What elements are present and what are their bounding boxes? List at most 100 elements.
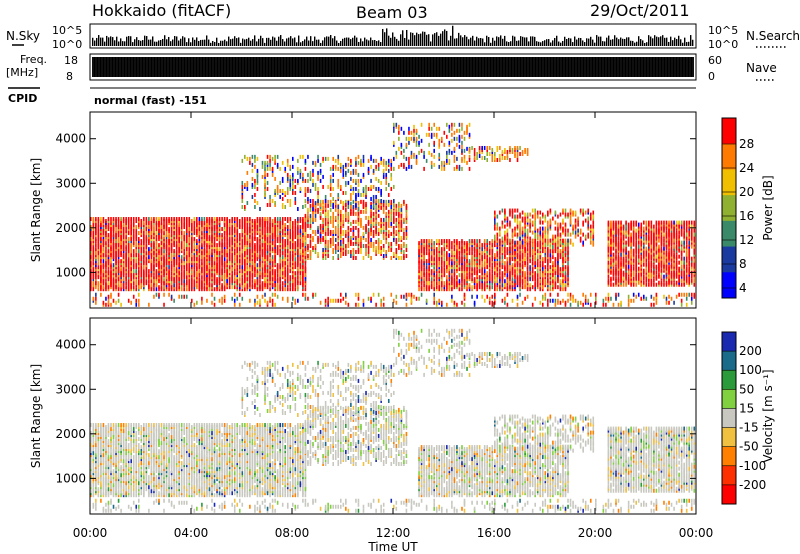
nsky-bar [420, 33, 422, 46]
power-cell [337, 231, 340, 236]
power-cell [191, 255, 193, 260]
power-cell [332, 156, 334, 161]
power-cell [347, 200, 350, 205]
power-cell [264, 265, 266, 270]
power-cell [307, 217, 309, 222]
power-cell [238, 255, 241, 260]
power-cell [102, 273, 105, 278]
nsky-bar [276, 40, 278, 46]
power-cell [451, 277, 453, 282]
power-cell [486, 243, 489, 248]
nsky-bar [594, 42, 596, 46]
power-cell [180, 279, 183, 284]
power-cell [519, 259, 521, 264]
power-cell [375, 166, 377, 171]
power-cell [491, 241, 494, 246]
power-cell [350, 241, 352, 246]
power-cell [148, 221, 150, 226]
power-cell [90, 255, 92, 260]
power-cell [514, 251, 516, 256]
power-cell [307, 154, 309, 159]
nsky-bar [650, 36, 652, 46]
power-cell [281, 287, 284, 292]
power-cell [456, 269, 458, 274]
nsky-bar [480, 37, 482, 46]
power-cell [339, 251, 342, 256]
power-cell [155, 271, 158, 276]
power-cell [251, 182, 254, 187]
power-cell [120, 225, 122, 230]
power-cell [97, 239, 100, 244]
power-cell [256, 257, 259, 262]
power-cell [155, 283, 158, 288]
power-cell [261, 273, 264, 278]
power-cell [178, 241, 180, 246]
power-cell [395, 207, 398, 212]
power-cell [486, 273, 489, 278]
power-cell [143, 243, 145, 248]
power-cell [180, 231, 183, 236]
power-cell [211, 251, 213, 256]
power-cell [254, 247, 256, 252]
power-cell [254, 263, 256, 268]
power-cell [317, 251, 319, 256]
power-cell [244, 223, 246, 228]
power-cell [473, 245, 476, 250]
power-cell [365, 207, 367, 211]
power-cell [183, 231, 186, 236]
power-cell [274, 263, 276, 268]
power-cell [499, 275, 501, 280]
power-cell [428, 259, 430, 264]
power-cell [170, 287, 173, 292]
power-cell [281, 263, 284, 268]
nsky-bar [602, 41, 604, 46]
power-cell [362, 209, 365, 214]
power-cell [231, 247, 233, 252]
power-cell [471, 241, 473, 246]
power-cell [304, 257, 307, 262]
power-cell [158, 233, 160, 238]
power-cell [483, 239, 486, 244]
power-cell [246, 275, 249, 280]
power-cell [95, 255, 97, 260]
power-cell [274, 281, 276, 286]
power-cell [357, 213, 360, 218]
power-cell [213, 221, 216, 226]
power-cell [385, 162, 388, 167]
power-cell [226, 273, 228, 278]
power-cell [221, 253, 223, 258]
nsky-bar [234, 36, 236, 46]
power-cell [185, 227, 188, 232]
power-cell [208, 249, 211, 254]
power-cell [105, 235, 107, 240]
power-cell [382, 158, 385, 163]
nsky-bar [246, 38, 248, 46]
nsky-bar [682, 42, 684, 46]
power-cell [191, 257, 193, 262]
power-cell [423, 245, 425, 250]
power-cell [130, 275, 132, 280]
power-cell [97, 219, 100, 224]
power-cell [143, 273, 145, 278]
power-cell [400, 227, 403, 232]
power-cell [158, 277, 160, 282]
power-cell [115, 223, 117, 228]
power-cell [309, 225, 312, 230]
power-cell [281, 225, 284, 230]
power-cell [117, 249, 120, 254]
power-cell [504, 245, 506, 250]
power-cell [127, 281, 130, 286]
nsky-bar [300, 42, 302, 46]
nsky-bar [204, 39, 206, 46]
power-cell [345, 247, 347, 252]
power-cell [236, 255, 239, 260]
power-cell [261, 243, 264, 248]
power-cell [256, 178, 259, 183]
power-cell [302, 265, 304, 270]
power-cell [342, 200, 345, 205]
power-cell [185, 219, 188, 224]
nsky-bar [214, 41, 216, 46]
power-cell [165, 227, 168, 232]
power-cell [352, 235, 355, 240]
power-cell [193, 257, 196, 262]
